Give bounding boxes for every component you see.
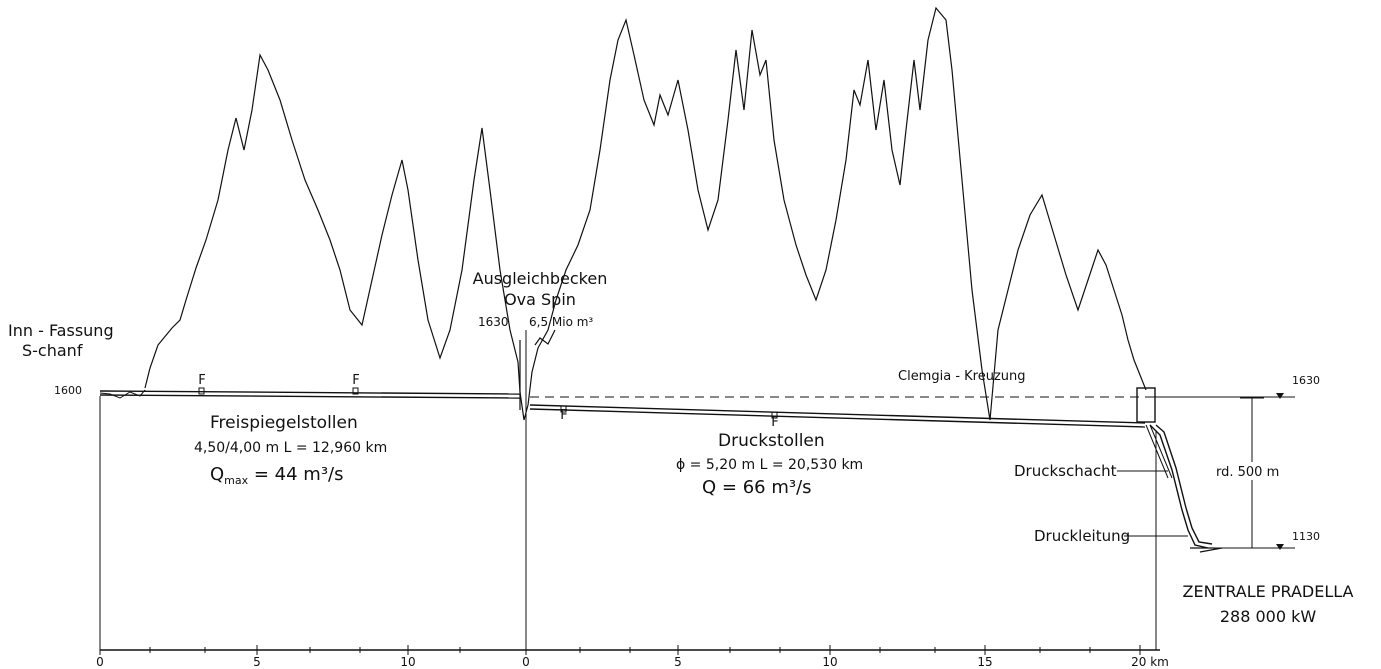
reservoir-outline: [519, 329, 556, 410]
window-marker-4: [771, 411, 778, 419]
window-marker-1: [198, 387, 205, 395]
axis-label-left-0: 0: [96, 655, 104, 669]
label-druckschacht: Druckschacht: [1014, 462, 1117, 480]
terrain-profile-right: [537, 6, 1147, 421]
label-druckstollen: Druckstollen: [718, 431, 825, 451]
label-window-4: F: [771, 415, 778, 430]
axis-label-left-10: 10: [400, 655, 415, 669]
elev-1630-marker: [1276, 393, 1284, 399]
freispiegelstollen-tunnel-bottom: [99, 394, 521, 399]
height-label-bg: [1212, 462, 1292, 480]
axis-label-right-15: 15: [977, 655, 992, 669]
label-inn-fassung: Inn - Fassung: [8, 321, 114, 340]
window-marker-3: [560, 405, 567, 413]
label-elev-1630-right: 1630: [1292, 374, 1320, 387]
label-druck-q: Q = 66 m³/s: [702, 477, 812, 498]
label-window-3: F: [560, 408, 567, 423]
axis-label-right-20: 20 km: [1131, 655, 1169, 669]
druckstollen-tunnel-bottom: [529, 408, 1146, 428]
freispiegelstollen-tunnel-top: [99, 390, 521, 395]
druckleitung-pipe: [1145, 424, 1173, 479]
label-ausgleichbecken: Ausgleichbecken: [473, 269, 608, 288]
label-volume: 6,5 Mio m³: [529, 315, 593, 329]
label-ova-spin: Ova Spin: [504, 290, 576, 309]
label-freispiegelstollen: Freispiegelstollen: [210, 413, 358, 433]
terrain-profile-left: [144, 53, 519, 389]
label-window-1: F: [198, 373, 205, 388]
label-druckleitung: Druckleitung: [1034, 527, 1130, 545]
surge-tank: [1136, 387, 1156, 423]
axis-label-left-5: 5: [253, 655, 261, 669]
label-window-2: F: [352, 373, 359, 388]
label-zentrale: ZENTRALE PRADELLA: [1183, 582, 1354, 601]
label-s-chanf: S-chanf: [22, 341, 83, 360]
axis-label-right-5: 5: [674, 655, 682, 669]
window-marker-2: [352, 387, 359, 395]
power-station-base: [1190, 547, 1223, 553]
label-frei-q: Qmax = 44 m³/s: [210, 464, 343, 487]
druckschacht-shaft: [1149, 424, 1213, 549]
label-power: 288 000 kW: [1220, 607, 1317, 626]
elev-1130-marker: [1276, 544, 1284, 550]
label-height-diff: rd. 500 m: [1216, 465, 1279, 480]
axis-ticks: [99, 645, 1141, 655]
axis-label-right-10: 10: [822, 655, 837, 669]
label-clemgia: Clemgia - Kreuzung: [898, 369, 1026, 384]
label-frei-dims: 4,50/4,00 m L = 12,960 km: [194, 440, 387, 456]
label-elev-1130: 1130: [1292, 530, 1320, 543]
axis-label-right-0: 0: [522, 655, 530, 669]
label-elev-1600: 1600: [54, 384, 82, 397]
druckstollen-tunnel-top: [529, 404, 1146, 424]
label-elev-1630-left: 1630: [478, 315, 509, 329]
label-druck-dims: ɸ = 5,20 m L = 20,530 km: [676, 457, 863, 473]
